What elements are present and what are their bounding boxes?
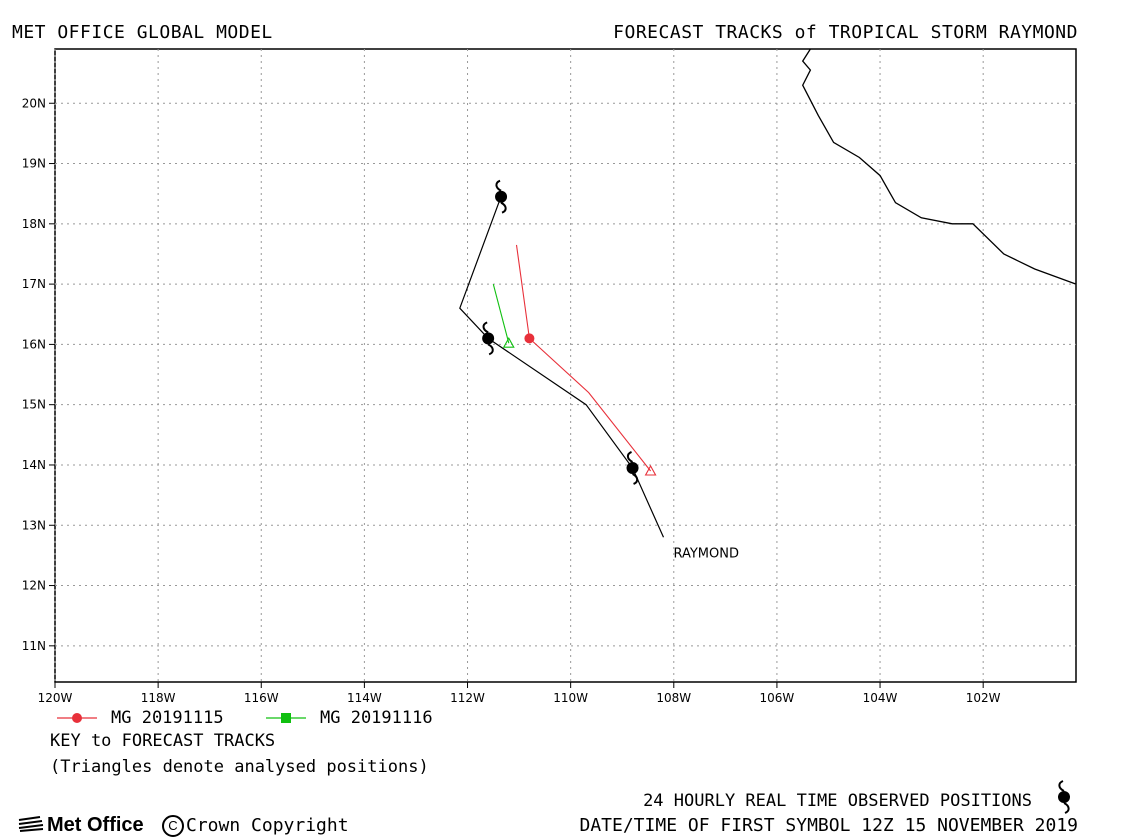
copyright-icon: C (162, 815, 184, 837)
storm-symbol-core (495, 190, 508, 203)
tick-label-lat: 11N (22, 639, 46, 653)
tick-label-lat: 12N (22, 579, 46, 593)
coastline-line (801, 48, 1077, 285)
tick-label-lon: 112W (450, 691, 485, 705)
map-ticks: 120W 118W 116W 114W 112W 110W 108W 106W 104W 102W… (22, 96, 1001, 705)
storm-tracks (459, 196, 665, 538)
key-green-line-icon (266, 713, 306, 723)
met-office-logo-icon (18, 815, 44, 838)
storm-symbol-arm (487, 343, 494, 356)
header-model-title: MET OFFICE GLOBAL MODEL (12, 22, 273, 43)
tick-label-lat: 15N (22, 398, 46, 412)
tick-label-lon: 106W (760, 691, 795, 705)
storm-symbol-arm (632, 473, 639, 485)
tick-label-lon: 110W (553, 691, 588, 705)
copyright-notice: C Crown Copyright (162, 815, 349, 837)
storm-name-label: RAYMOND (673, 546, 739, 561)
coastline (801, 48, 1077, 285)
header-storm-title: FORECAST TRACKS of TROPICAL STORM RAYMON… (613, 22, 1078, 43)
forecast-track-line-1 (492, 283, 510, 344)
storm-symbols (482, 179, 639, 485)
storm-symbol-arm (495, 179, 502, 192)
tick-label-lon: 104W (863, 691, 898, 705)
tick-label-lon: 114W (347, 691, 382, 705)
observed-positions-note: 24 HOURLY REAL TIME OBSERVED POSITIONS (643, 791, 1032, 811)
tick-label-lat: 19N (22, 157, 46, 171)
tick-label-lat: 18N (22, 217, 46, 231)
key-note: (Triangles denote analysed positions) (50, 757, 429, 777)
storm-symbol-core (626, 461, 639, 474)
forecast-position-marker (524, 333, 535, 344)
key-item-mg-20191116: MG 20191116 (320, 708, 433, 728)
tick-label-lon: 118W (141, 691, 176, 705)
copyright-text: Crown Copyright (186, 815, 349, 836)
key-red-line-icon (57, 713, 97, 723)
met-office-logo: Met Office (18, 814, 144, 838)
tick-label-lat: 13N (22, 518, 46, 532)
hurricane-symbol-icon (1058, 780, 1070, 814)
tick-label-lat: 14N (22, 458, 46, 472)
tick-label-lat: 17N (22, 277, 46, 291)
forecast-track-line-0 (515, 244, 652, 472)
analysed-position-triangle (644, 464, 657, 476)
storm-symbol-icon (495, 179, 508, 214)
tick-label-lon: 120W (38, 691, 73, 705)
tick-label-lon: 102W (966, 691, 1001, 705)
storm-symbol-icon (482, 321, 495, 356)
key-item-mg-20191115: MG 20191115 (111, 708, 224, 728)
map-frame (54, 48, 1077, 683)
tick-label-lon: 116W (244, 691, 279, 705)
key-title: KEY to FORECAST TRACKS (50, 731, 276, 751)
analysed-position-triangle (502, 337, 515, 348)
tick-label-lon: 108W (656, 691, 691, 705)
storm-symbol-arm (482, 321, 489, 334)
met-office-logo-text: Met Office (47, 814, 144, 836)
observed-track-line (459, 196, 665, 538)
tick-label-lat: 16N (22, 337, 46, 351)
storm-symbol-arm (626, 451, 634, 463)
tick-label-lat: 20N (22, 96, 46, 110)
storm-symbol-core (482, 332, 495, 345)
storm-symbol-icon (626, 451, 639, 485)
storm-symbol-arm (500, 201, 507, 214)
first-symbol-datetime: DATE/TIME OF FIRST SYMBOL 12Z 15 NOVEMBE… (579, 815, 1079, 836)
map-grid (54, 49, 1076, 682)
